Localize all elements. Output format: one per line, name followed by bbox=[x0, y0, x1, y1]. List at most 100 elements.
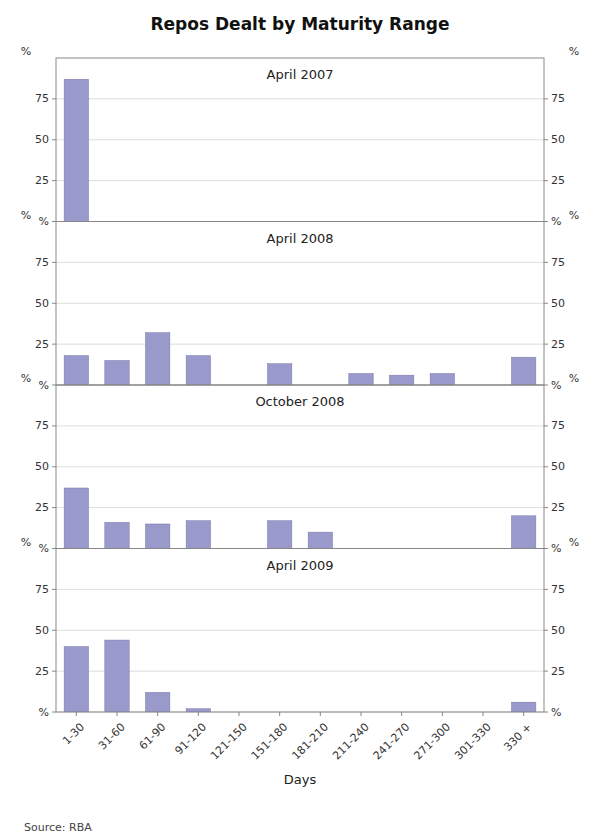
x-tick-label: 181-210 bbox=[289, 721, 331, 763]
x-tick-label: 121-150 bbox=[208, 721, 250, 763]
y2-tick bbox=[544, 180, 548, 181]
y-tick-label: % bbox=[39, 215, 49, 228]
y-tick bbox=[52, 671, 56, 672]
y-axis: %255075% bbox=[21, 372, 56, 555]
y2-tick-label: % bbox=[551, 379, 561, 392]
y-tick bbox=[52, 630, 56, 631]
bar bbox=[430, 374, 454, 385]
x-tick-label: 271-300 bbox=[411, 721, 453, 763]
y2-axis-label: % bbox=[569, 536, 579, 549]
bar bbox=[105, 360, 129, 385]
y-tick-label: 75 bbox=[35, 92, 49, 105]
bar bbox=[511, 516, 535, 549]
x-tick-label: 151-180 bbox=[249, 721, 291, 763]
y2-tick-label: 25 bbox=[551, 501, 565, 514]
y2-tick-label: 75 bbox=[551, 419, 565, 432]
y2-tick bbox=[544, 548, 548, 549]
y2-tick bbox=[544, 425, 548, 426]
y-axis: %255075% bbox=[21, 45, 56, 228]
y-tick-label: 50 bbox=[35, 624, 49, 637]
x-tick-label: 301-330 bbox=[452, 721, 494, 763]
y2-axis: %255075% bbox=[544, 372, 579, 555]
panel: %255075%%255075%April 2008 bbox=[21, 209, 579, 392]
y-tick bbox=[52, 466, 56, 467]
x-tick bbox=[198, 712, 199, 716]
y-axis-label: % bbox=[21, 209, 31, 222]
y-tick-label: % bbox=[39, 706, 49, 719]
x-tick bbox=[401, 712, 402, 716]
y-tick bbox=[52, 221, 56, 222]
panel: %255075%%255075%April 2007Repos Dealt by… bbox=[21, 14, 579, 228]
y2-tick bbox=[544, 712, 548, 713]
panel-label: October 2008 bbox=[255, 394, 344, 409]
y-tick bbox=[52, 712, 56, 713]
y2-tick-label: % bbox=[551, 215, 561, 228]
bar bbox=[64, 79, 88, 221]
x-tick-label: 330 + bbox=[501, 721, 534, 754]
bar bbox=[389, 375, 413, 385]
grid bbox=[56, 589, 544, 712]
bar bbox=[145, 692, 169, 712]
x-tick bbox=[361, 712, 362, 716]
x-tick bbox=[117, 712, 118, 716]
y-tick-label: % bbox=[39, 379, 49, 392]
bar bbox=[186, 521, 210, 549]
bar bbox=[105, 522, 129, 548]
x-tick bbox=[320, 712, 321, 716]
y2-tick bbox=[544, 303, 548, 304]
y-tick-label: 50 bbox=[35, 297, 49, 310]
bar bbox=[64, 356, 88, 385]
y2-tick-label: 50 bbox=[551, 624, 565, 637]
y2-tick-label: 25 bbox=[551, 174, 565, 187]
bar bbox=[64, 647, 88, 712]
x-tick bbox=[279, 712, 280, 716]
y-tick-label: 25 bbox=[35, 338, 49, 351]
bars bbox=[64, 79, 88, 221]
y2-tick bbox=[544, 344, 548, 345]
y-axis-label: % bbox=[21, 372, 31, 385]
bar bbox=[267, 521, 291, 549]
y-tick bbox=[52, 139, 56, 140]
y2-tick-label: % bbox=[551, 542, 561, 555]
grid-line bbox=[56, 466, 544, 467]
y2-axis-label: % bbox=[569, 209, 579, 222]
y2-axis: %255075% bbox=[544, 45, 579, 228]
bar bbox=[145, 333, 169, 385]
x-tick bbox=[76, 712, 77, 716]
x-tick bbox=[239, 712, 240, 716]
frame bbox=[56, 385, 544, 549]
y2-tick bbox=[544, 589, 548, 590]
y-tick-label: 50 bbox=[35, 133, 49, 146]
grid-line bbox=[56, 589, 544, 590]
y2-tick bbox=[544, 671, 548, 672]
x-tick-label: 241-270 bbox=[371, 721, 413, 763]
y-tick bbox=[52, 507, 56, 508]
x-tick-label: 1-30 bbox=[60, 721, 87, 748]
y-axis-label: % bbox=[21, 45, 31, 58]
panel: %255075%%255075%October 2008 bbox=[21, 372, 579, 555]
bar bbox=[349, 374, 373, 385]
x-tick bbox=[483, 712, 484, 716]
y-tick-label: 25 bbox=[35, 665, 49, 678]
panel-label: April 2008 bbox=[267, 231, 334, 246]
bar bbox=[145, 524, 169, 549]
y-tick bbox=[52, 180, 56, 181]
x-tick-label: 211-240 bbox=[330, 721, 372, 763]
grid-line bbox=[56, 344, 544, 345]
grid-line bbox=[56, 180, 544, 181]
y2-axis-label: % bbox=[569, 372, 579, 385]
y2-tick-label: 25 bbox=[551, 338, 565, 351]
y2-tick bbox=[544, 221, 548, 222]
panel-label: April 2007 bbox=[267, 67, 334, 82]
y-tick bbox=[52, 385, 56, 386]
y2-axis: %255075% bbox=[544, 536, 579, 719]
grid-line bbox=[56, 98, 544, 99]
bars bbox=[64, 488, 536, 548]
y2-tick-label: 50 bbox=[551, 133, 565, 146]
bars bbox=[64, 333, 536, 385]
y2-tick bbox=[544, 139, 548, 140]
panel: %255075%%255075%1-3031-6061-9091-120121-… bbox=[21, 536, 579, 835]
grid-line bbox=[56, 303, 544, 304]
y2-tick-label: 25 bbox=[551, 665, 565, 678]
x-axis-label: Days bbox=[284, 772, 317, 787]
